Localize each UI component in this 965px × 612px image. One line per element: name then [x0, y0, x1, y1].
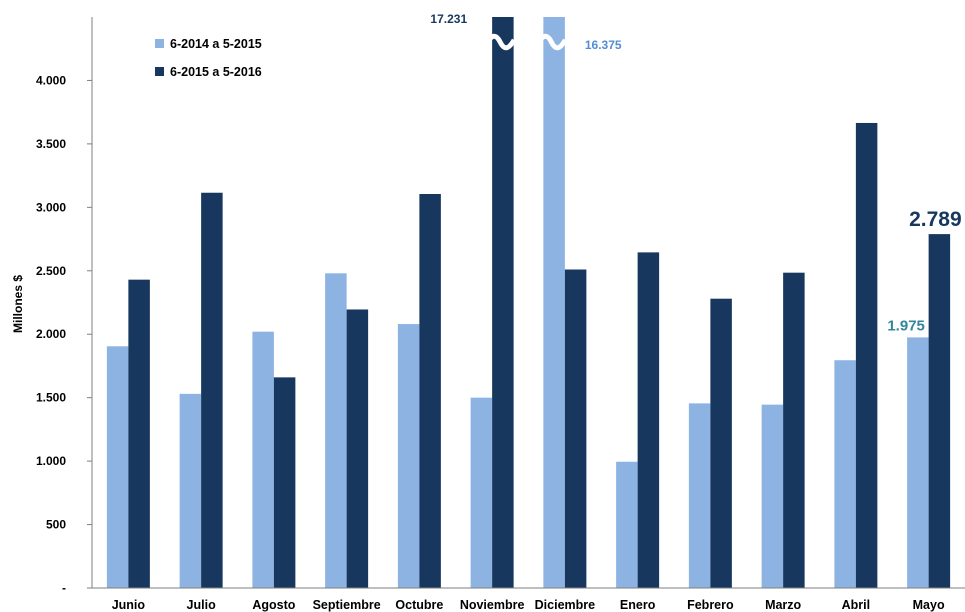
legend-label: 6-2014 a 5-2015 [170, 37, 262, 51]
legend-label: 6-2015 a 5-2016 [170, 65, 262, 79]
data-label: 1.975 [887, 317, 925, 334]
x-tick-label: Noviembre [460, 598, 525, 612]
y-axis-label: Millones $ [11, 275, 25, 333]
bar [346, 309, 369, 588]
bar [492, 17, 514, 588]
x-tick-label: Abril [842, 598, 870, 612]
x-tick-label: Julio [187, 598, 217, 612]
bar [564, 269, 587, 588]
x-tick-label: Marzo [765, 598, 801, 612]
y-tick-label: - [62, 581, 66, 595]
x-tick-label: Mayo [913, 598, 945, 612]
bar [543, 17, 565, 588]
y-tick-label: 2.500 [36, 264, 66, 278]
bar [616, 461, 638, 588]
legend: 6-2014 a 5-2015 6-2015 a 5-2016 [155, 37, 262, 79]
y-tick-label: 1.500 [36, 391, 66, 405]
bar [834, 360, 856, 588]
bar [128, 279, 150, 588]
data-label: 16.375 [585, 38, 622, 52]
y-tick-label: 500 [46, 518, 66, 532]
bar [928, 234, 951, 589]
legend-swatch [155, 39, 164, 48]
bar [470, 397, 493, 588]
bar [273, 377, 296, 588]
x-tick-label: Enero [620, 598, 656, 612]
y-tick-label: 2.000 [36, 327, 66, 341]
x-tick-label: Septiembre [313, 598, 381, 612]
y-tick-label: 4.000 [36, 73, 66, 87]
bar [325, 273, 347, 588]
bar [907, 337, 929, 588]
x-axis: Junio Julio Agosto Septiembre Octubre Noviemb… [92, 587, 965, 612]
bars [106, 17, 951, 589]
bar [688, 403, 711, 588]
y-tick-label: 1.000 [36, 454, 66, 468]
legend-swatch [155, 67, 164, 76]
bar [252, 331, 274, 588]
x-tick-label: Agosto [252, 598, 295, 612]
x-tick-label: Febrero [687, 598, 734, 612]
bar [710, 298, 732, 588]
axis-break-mark [483, 33, 517, 51]
bar [201, 192, 223, 589]
annotations: 17.231 16.375 2.789 1.975 [430, 12, 961, 334]
x-tick-label: Octubre [395, 598, 443, 612]
data-label: 2.789 [909, 208, 962, 231]
bar [637, 252, 660, 588]
bar [783, 272, 805, 588]
bar [397, 324, 420, 588]
bar [179, 393, 202, 588]
x-tick-label: Diciembre [535, 598, 595, 612]
y-tick-label: 3.000 [36, 200, 66, 214]
bar [761, 404, 784, 588]
x-tick-label: Junio [112, 598, 146, 612]
y-axis: - 500 1.000 1.500 2.000 2.500 3.000 3.500 4.000 [36, 17, 93, 595]
axis-break-mark [535, 33, 568, 51]
y-tick-label: 3.500 [36, 137, 66, 151]
bar [419, 194, 441, 588]
bar [106, 346, 129, 588]
data-label: 17.231 [430, 12, 467, 26]
bar [855, 122, 878, 589]
